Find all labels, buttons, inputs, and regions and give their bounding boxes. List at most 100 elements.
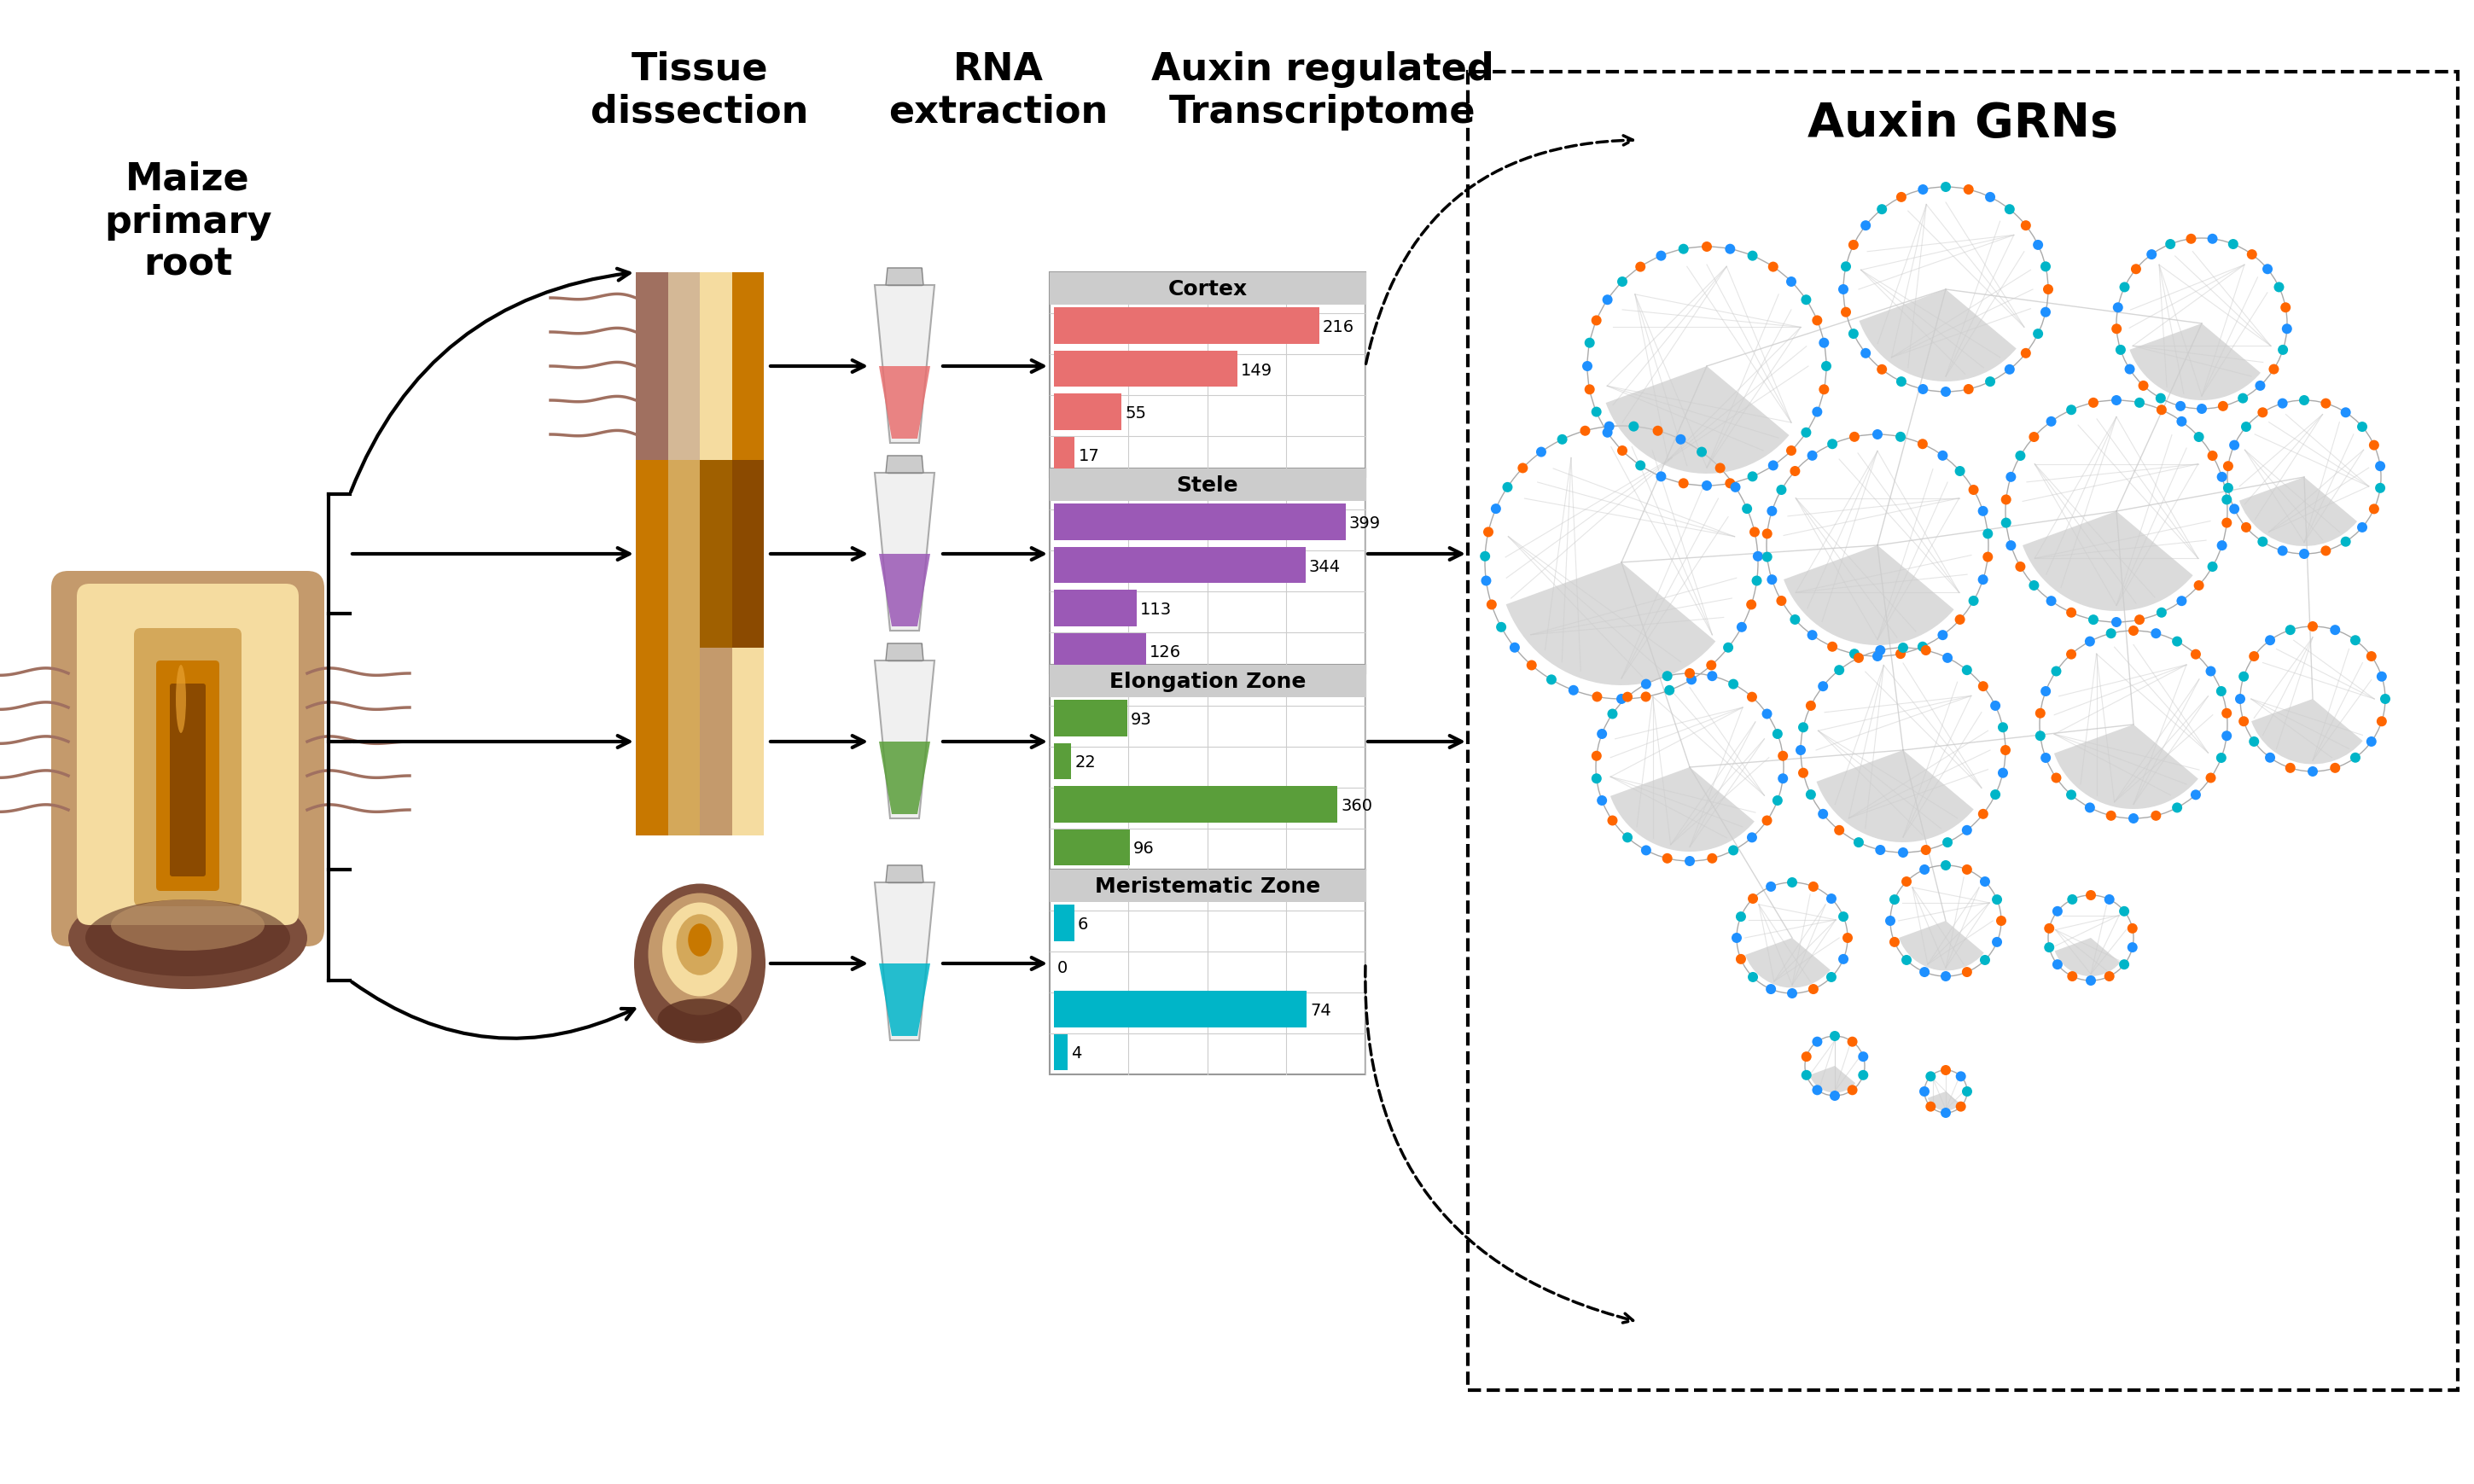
Circle shape — [2110, 396, 2123, 407]
Circle shape — [2261, 264, 2274, 275]
Circle shape — [2207, 773, 2217, 784]
Circle shape — [2340, 408, 2350, 418]
Circle shape — [2331, 625, 2340, 635]
Circle shape — [1546, 675, 1556, 686]
Bar — [1054, 505, 1346, 540]
Circle shape — [1603, 295, 1613, 306]
Circle shape — [1977, 506, 1989, 516]
Circle shape — [1833, 825, 1843, 835]
Circle shape — [2266, 752, 2276, 763]
Text: 6: 6 — [1079, 916, 1089, 932]
Wedge shape — [1611, 767, 1754, 852]
Bar — [636, 460, 668, 649]
Text: Auxin regulated
Transcriptome: Auxin regulated Transcriptome — [1150, 50, 1494, 131]
Circle shape — [2021, 349, 2031, 359]
Circle shape — [2378, 672, 2387, 683]
Circle shape — [1761, 552, 1771, 562]
Circle shape — [2036, 708, 2046, 718]
Circle shape — [2125, 365, 2135, 375]
Circle shape — [1786, 877, 1796, 887]
Circle shape — [1786, 988, 1796, 999]
Circle shape — [2006, 472, 2016, 482]
Ellipse shape — [648, 893, 752, 1015]
Circle shape — [2004, 205, 2014, 215]
Bar — [1054, 1034, 1069, 1070]
Wedge shape — [2024, 512, 2192, 611]
Circle shape — [1940, 387, 1952, 398]
Circle shape — [2177, 417, 2187, 427]
Bar — [1049, 469, 1366, 502]
Circle shape — [2175, 402, 2185, 413]
Circle shape — [2375, 484, 2385, 494]
Circle shape — [2021, 221, 2031, 232]
Circle shape — [1761, 816, 1771, 827]
Circle shape — [1903, 877, 1912, 887]
Circle shape — [2375, 462, 2385, 472]
Circle shape — [2088, 398, 2098, 408]
Circle shape — [1917, 439, 1927, 450]
Circle shape — [1569, 686, 1578, 696]
Circle shape — [2066, 650, 2076, 660]
Circle shape — [1808, 881, 1818, 892]
Wedge shape — [1507, 562, 1714, 686]
Circle shape — [1895, 432, 1905, 442]
Circle shape — [1497, 622, 1507, 632]
Circle shape — [2239, 717, 2249, 727]
Text: RNA
extraction: RNA extraction — [888, 50, 1108, 131]
Wedge shape — [2251, 699, 2363, 764]
Circle shape — [2130, 264, 2140, 275]
Bar — [1054, 548, 1306, 583]
Circle shape — [2358, 522, 2368, 533]
Circle shape — [1979, 809, 1989, 819]
Wedge shape — [2130, 324, 2261, 401]
Ellipse shape — [633, 884, 764, 1043]
Circle shape — [1962, 665, 1972, 675]
Circle shape — [1992, 895, 2001, 905]
Circle shape — [1895, 193, 1907, 203]
Circle shape — [2157, 405, 2167, 416]
Circle shape — [1653, 426, 1663, 436]
Circle shape — [1779, 773, 1789, 784]
FancyBboxPatch shape — [52, 571, 324, 947]
Circle shape — [1776, 597, 1786, 607]
Text: 93: 93 — [1131, 711, 1153, 727]
Bar — [1054, 743, 1071, 779]
Circle shape — [1761, 530, 1771, 539]
Circle shape — [2279, 546, 2288, 556]
Circle shape — [1853, 653, 1863, 663]
Bar — [732, 273, 764, 460]
Circle shape — [1766, 984, 1776, 994]
Circle shape — [1677, 479, 1690, 488]
Circle shape — [1937, 451, 1947, 462]
Circle shape — [1940, 1109, 1952, 1117]
Circle shape — [1885, 916, 1895, 926]
Circle shape — [1848, 329, 1858, 340]
Circle shape — [2274, 282, 2284, 292]
Circle shape — [1920, 846, 1932, 855]
Circle shape — [1655, 472, 1665, 482]
Circle shape — [1492, 505, 1502, 515]
Circle shape — [1801, 295, 1811, 306]
Circle shape — [2380, 695, 2390, 705]
Circle shape — [1707, 660, 1717, 671]
Circle shape — [2249, 651, 2259, 662]
Circle shape — [1962, 1086, 1972, 1097]
Circle shape — [1860, 349, 1870, 359]
Bar — [1054, 309, 1319, 344]
Circle shape — [1484, 527, 1494, 537]
Polygon shape — [878, 555, 930, 626]
Circle shape — [1761, 709, 1771, 720]
Circle shape — [2016, 562, 2026, 573]
Circle shape — [1957, 1071, 1967, 1082]
Circle shape — [1732, 933, 1742, 944]
Circle shape — [1707, 853, 1717, 864]
Circle shape — [1826, 893, 1836, 904]
Circle shape — [1747, 251, 1757, 261]
Bar — [1049, 469, 1366, 674]
Circle shape — [1766, 506, 1776, 516]
Bar — [888, 644, 923, 660]
Circle shape — [1848, 432, 1860, 442]
Circle shape — [2128, 942, 2138, 953]
Circle shape — [2172, 637, 2182, 647]
Circle shape — [1769, 263, 1779, 273]
